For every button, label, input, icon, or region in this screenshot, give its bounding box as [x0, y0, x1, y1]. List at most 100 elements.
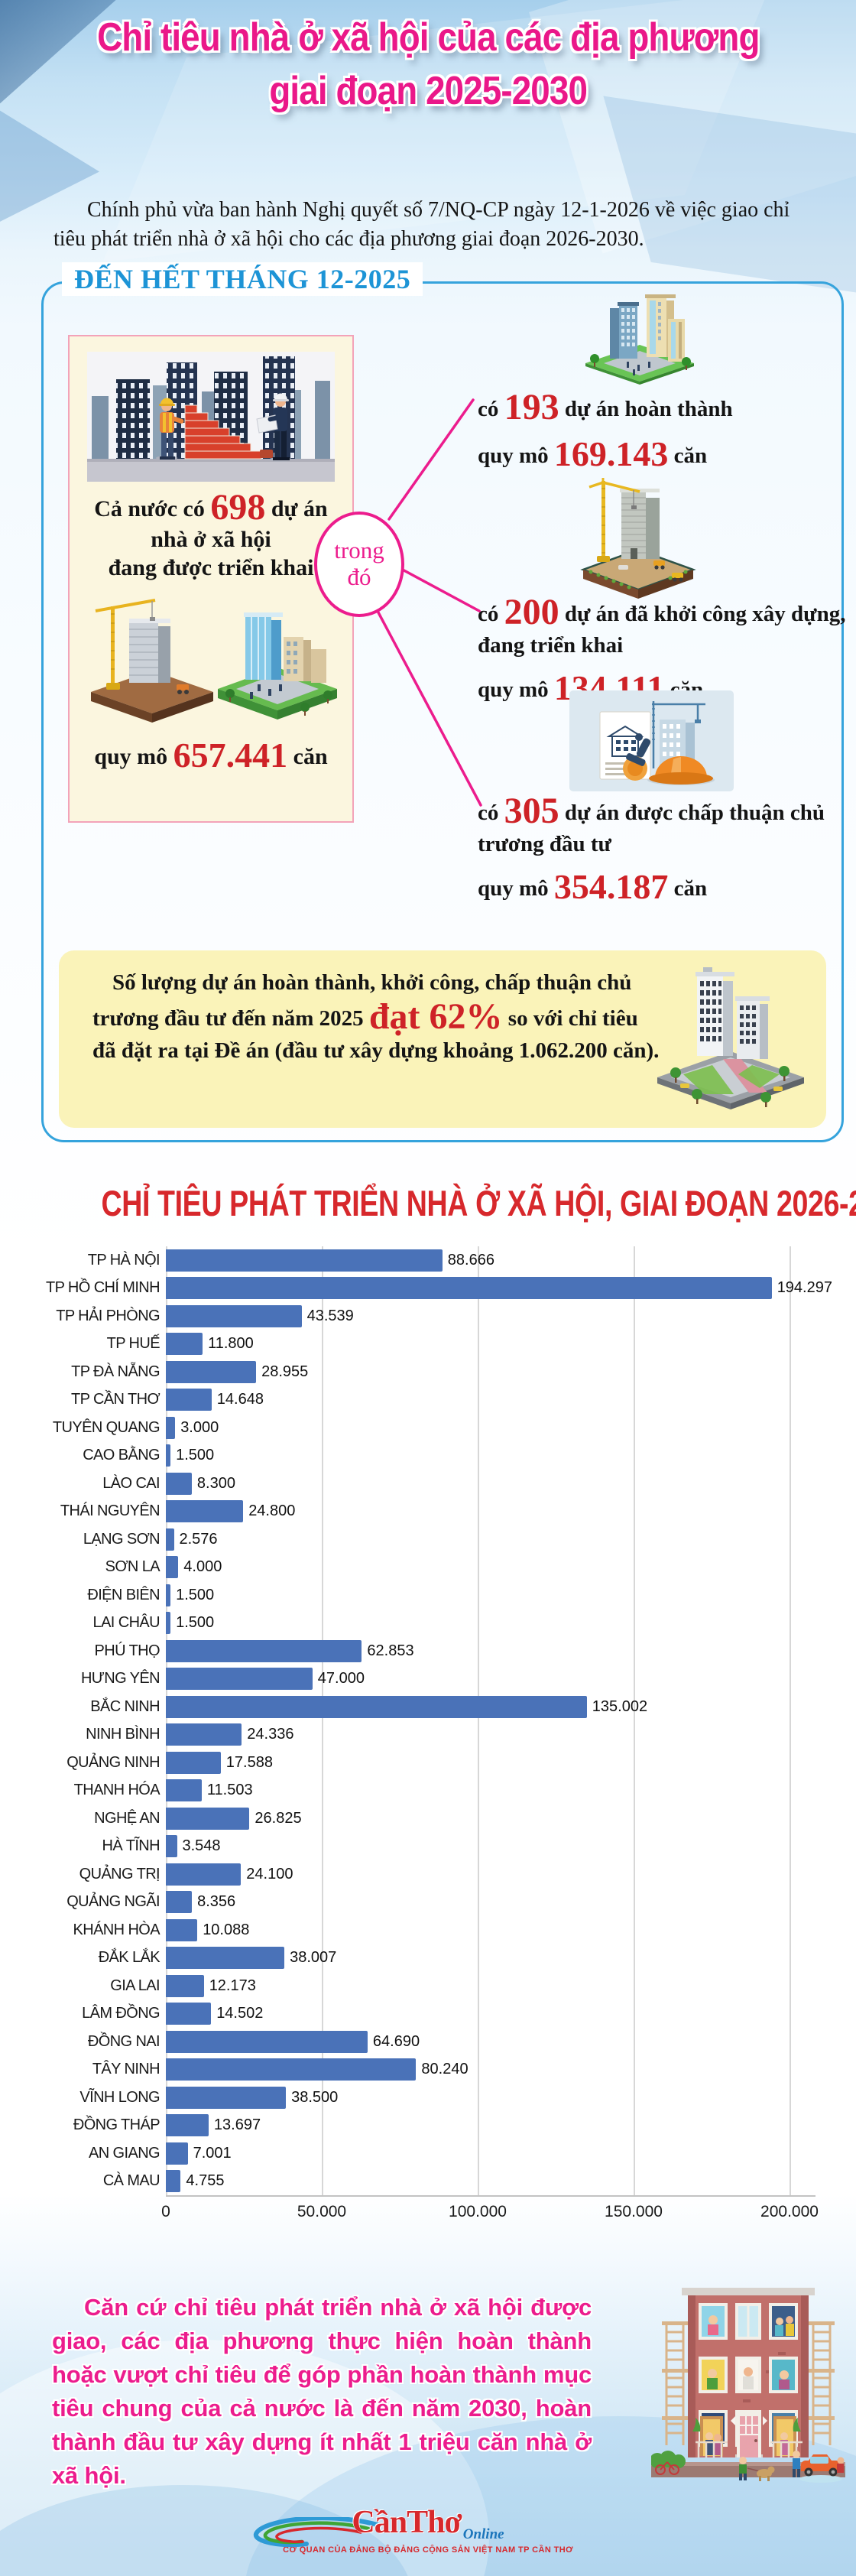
chart-category-label: LẠNG SƠN: [83, 1530, 160, 1548]
chart-bar-value: 28.955: [261, 1363, 309, 1380]
bar-chart: TP HÀ NỘI 88.666 TP HỒ CHÍ MINH 194.297 TP H…: [23, 1246, 835, 2229]
workers-city-illustration: [87, 352, 335, 482]
chart-bar: [166, 2058, 417, 2081]
chart-bar-track: 47.000: [166, 1668, 835, 1691]
summary-line1: Cả nước có 698 dự án: [70, 489, 352, 526]
chart-bar: [166, 1668, 313, 1691]
chart-bar: [166, 1639, 362, 1662]
chart-bar: [166, 1416, 176, 1439]
chart-row: TUYÊN QUANG 3.000: [23, 1414, 835, 1442]
stat-started-text: dự án đã khởi công xây dựng, đang triển …: [478, 602, 846, 658]
chart-category-label: THÁI NGUYÊN: [60, 1502, 160, 1520]
chart-row: VĨNH LONG 38.500: [23, 2084, 835, 2112]
chart-bar-track: 26.825: [166, 1807, 835, 1830]
chart-category-label: BẮC NINH: [90, 1697, 160, 1715]
chart-bar-track: 80.240: [166, 2058, 835, 2081]
chart-bar-value: 1.500: [176, 1447, 215, 1464]
chart-row: TP HUẾ 11.800: [23, 1330, 835, 1359]
chart-bar-value: 4.755: [186, 2172, 225, 2190]
chart-bar-track: 38.500: [166, 2086, 835, 2109]
chart-row: HÀ TĨNH 3.548: [23, 1833, 835, 1861]
chart-row: THANH HÓA 11.503: [23, 1777, 835, 1805]
chart-bar-value: 14.502: [216, 2005, 264, 2022]
chart-bar: [166, 1891, 193, 1914]
summary-total-projects: 698: [210, 487, 266, 528]
chart-row: AN GIANG 7.001: [23, 2139, 835, 2168]
stat-approved-text: dự án được chấp thuận chủ trương đầu tư: [478, 801, 825, 856]
chart-row: ĐIỆN BIÊN 1.500: [23, 1581, 835, 1610]
summary-line1-suffix: dự án: [265, 496, 328, 521]
chart-category-label: SƠN LA: [105, 1558, 160, 1576]
chart-bar: [166, 1528, 174, 1551]
chart-bar-track: 1.500: [166, 1584, 835, 1606]
chart-bar: [166, 2003, 212, 2025]
intro-text: Chính phủ vừa ban hành Nghị quyết số 7/N…: [54, 198, 790, 252]
apartment-building-illustration: [651, 2288, 845, 2483]
chart-bar-value: 11.800: [208, 1335, 254, 1353]
planters: [692, 2418, 801, 2431]
chart-bar: [166, 1835, 177, 1858]
chart-row: HƯNG YÊN 47.000: [23, 1665, 835, 1694]
stat-approved-scale: quy mô 354.187 căn: [478, 869, 837, 905]
chart-category-label: THANH HÓA: [73, 1782, 160, 1799]
chart-bar: [166, 1389, 212, 1411]
stat-completed-scale: quy mô 169.143 căn: [478, 437, 829, 472]
chart-row: SƠN LA 4.000: [23, 1554, 835, 1582]
chart-row: ĐỒNG NAI 64.690: [23, 2028, 835, 2056]
chart-category-label: TP HUẾ: [106, 1335, 160, 1353]
window-row-2: [699, 2357, 798, 2393]
chart-bar-value: 10.088: [203, 1921, 250, 1938]
chart-category-label: LAI CHÂU: [92, 1614, 160, 1632]
chart-row: LẠNG SƠN 2.576: [23, 1525, 835, 1554]
chart-bar-value: 38.500: [291, 2088, 339, 2106]
chart-bar: [166, 1612, 171, 1635]
chart-bar: [166, 1918, 198, 1941]
chart-bar-track: 64.690: [166, 2030, 835, 2053]
chart-category-label: HƯNG YÊN: [80, 1670, 160, 1688]
chart-category-label: QUẢNG TRỊ: [79, 1865, 160, 1882]
chart-bar-track: 1.500: [166, 1612, 835, 1635]
page-title-line2: giai đoạn 2025-2030: [269, 69, 588, 113]
callout-box: Số lượng dự án hoàn thành, khởi công, ch…: [59, 950, 826, 1128]
page-title-line1: Chỉ tiêu nhà ở xã hội của các địa phương: [96, 15, 760, 60]
chart-bar-track: 8.356: [166, 1891, 835, 1914]
chart-bar-value: 3.548: [182, 1837, 221, 1855]
chart-bar-track: 194.297: [166, 1277, 835, 1300]
chart-bar-track: 88.666: [166, 1249, 835, 1272]
chart-row: ĐẮK LẮK 38.007: [23, 1944, 835, 1973]
chart-title-text: CHỈ TIÊU PHÁT TRIỂN NHÀ Ở XÃ HỘI, GIAI Đ…: [101, 1183, 856, 1223]
chart-category-label: VĨNH LONG: [79, 2088, 160, 2106]
callout-after: so với chỉ tiêu đã đặt ra tại Đề án (đầu…: [92, 1005, 660, 1063]
chart-bar-track: 10.088: [166, 1918, 835, 1941]
chart-bar-value: 17.588: [225, 1753, 273, 1771]
publisher-logo: CầnThơ Online CƠ QUAN CỦA ĐẢNG BỘ ĐẢNG CỘ…: [0, 2506, 856, 2556]
window-row-1: [699, 2303, 798, 2340]
car-wash: [793, 2451, 845, 2483]
stat-started-scale-prefix: quy mô: [478, 677, 554, 703]
chart-bar: [166, 2030, 368, 2053]
chart-bar: [166, 2170, 181, 2193]
chart-bar: [166, 1947, 285, 1970]
chart-bar: [166, 1779, 202, 1802]
chart-row: GIA LAI 12.173: [23, 1972, 835, 2000]
stat-item-completed: có 193 dự án hoàn thành quy mô 169.143 c…: [478, 389, 829, 472]
fire-escape-left-platforms: [662, 2321, 688, 2420]
summary-line2: nhà ở xã hội: [151, 527, 271, 552]
chart-row: THÁI NGUYÊN 24.800: [23, 1498, 835, 1526]
chart-bar-track: 11.800: [166, 1333, 835, 1356]
chart-category-label: QUẢNG NINH: [66, 1753, 160, 1771]
stamp: [623, 733, 651, 781]
stat-completed-prefix: có: [478, 397, 504, 421]
chart-category-label: QUẢNG NGÃI: [66, 1893, 160, 1911]
page-title: Chỉ tiêu nhà ở xã hội của các địa phương…: [0, 11, 856, 118]
logo-online-text: Online: [462, 2526, 504, 2542]
chart-category-label: TÂY NINH: [92, 2061, 160, 2078]
stat-approved-line: có 305 dự án được chấp thuận chủ trương …: [478, 793, 837, 859]
chart-bar: [166, 1444, 171, 1467]
summary-scale: quy mô 657.441 căn: [70, 738, 352, 773]
callout-before: Số lượng dự án hoàn thành, khởi công, ch…: [92, 970, 632, 1031]
summary-line1-prefix: Cả nước có: [94, 496, 211, 521]
chart-bar: [166, 1472, 192, 1495]
chart-bar-value: 11.503: [206, 1782, 253, 1799]
chart-row: CAO BẰNG 1.500: [23, 1442, 835, 1470]
